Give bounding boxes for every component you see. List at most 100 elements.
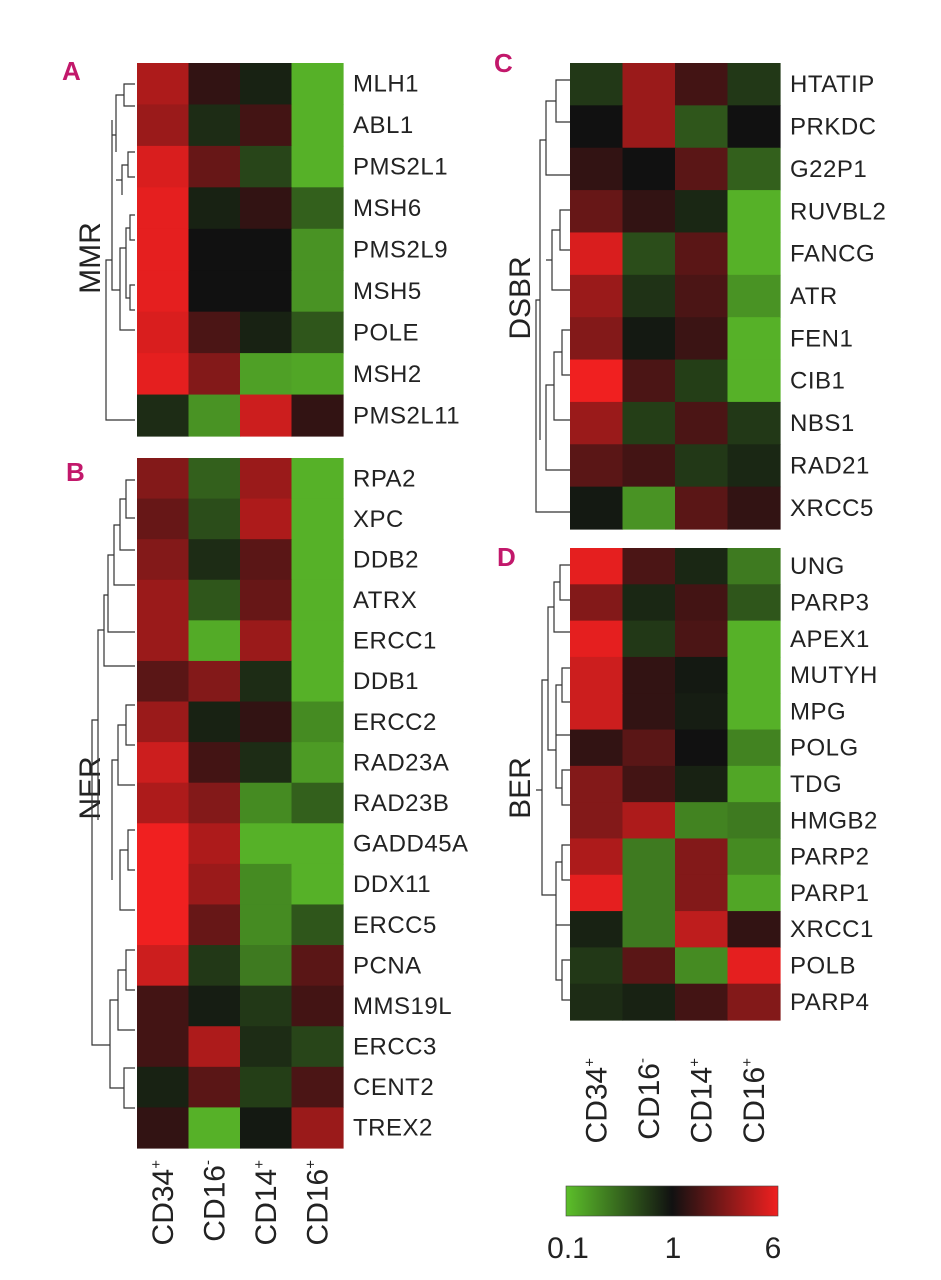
heatmap-cell-tdg-cd16- bbox=[727, 765, 781, 803]
heatmap-cell-xrcc5-cd14- bbox=[675, 486, 729, 530]
dendrogram-dsbr bbox=[535, 79, 570, 513]
heatmap-cell-ruvbl2-cd34- bbox=[570, 190, 624, 234]
gene-label-xpc: XPC bbox=[353, 506, 404, 533]
heatmap-cell-prkdc-cd16- bbox=[622, 105, 676, 149]
heatmap-cell-hmgb2-cd16- bbox=[727, 802, 781, 840]
heatmap-cell-parp3-cd34- bbox=[570, 584, 624, 622]
heatmap-cell-parp3-cd16- bbox=[622, 584, 676, 622]
heatmap-cell-trex2-cd16- bbox=[291, 1107, 344, 1149]
heatmap-cell-gadd45a-cd14- bbox=[240, 823, 293, 865]
heatmap-cell-msh6-cd16- bbox=[291, 187, 344, 230]
gene-label-parp3: PARP3 bbox=[790, 589, 869, 616]
heatmap-cell-gadd45a-cd34- bbox=[137, 823, 190, 865]
heatmap-cell-g22p1-cd14- bbox=[675, 147, 729, 191]
heatmap-cell-ercc2-cd14- bbox=[240, 701, 293, 743]
heatmap-cell-ercc2-cd34- bbox=[137, 701, 190, 743]
heatmap-cell-mms19l-cd16- bbox=[188, 985, 241, 1027]
heatmap-cell-ruvbl2-cd16- bbox=[622, 190, 676, 234]
heatmap-cell-ruvbl2-cd14- bbox=[675, 190, 729, 234]
heatmap-cell-msh2-cd14- bbox=[240, 353, 293, 396]
heatmap-cell-htatip-cd14- bbox=[675, 63, 729, 106]
heatmap-cell-atrx-cd34- bbox=[137, 579, 190, 621]
heatmap-cell-rpa2-cd14- bbox=[240, 458, 293, 500]
heatmap-cell-ung-cd34- bbox=[570, 548, 624, 585]
heatmap-cell-rad23b-cd34- bbox=[137, 782, 190, 824]
heatmap-cell-pms2l1-cd14- bbox=[240, 145, 293, 188]
heatmap-cell-g22p1-cd16- bbox=[727, 147, 781, 191]
heatmap-cell-ddx11-cd14- bbox=[240, 863, 293, 906]
gene-label-rpa2: RPA2 bbox=[353, 465, 416, 492]
gene-label-rad23a: RAD23A bbox=[353, 749, 449, 776]
heatmap-cell-cent2-cd16- bbox=[291, 1066, 344, 1109]
heatmap-cell-fancg-cd16- bbox=[622, 232, 676, 276]
heatmap-cell-pole-cd16- bbox=[291, 311, 344, 354]
heatmap-cell-tdg-cd34- bbox=[570, 765, 624, 803]
column-label-cd16-: CD16- bbox=[633, 1058, 666, 1140]
heatmap-cell-atr-cd16- bbox=[727, 274, 781, 318]
heatmap-cell-pms2l11-cd34- bbox=[137, 394, 190, 437]
heatmap-cell-prkdc-cd34- bbox=[570, 105, 624, 149]
gene-label-mutyh: MUTYH bbox=[790, 662, 878, 689]
heatmap-cell-nbs1-cd14- bbox=[675, 401, 729, 445]
heatmap-cell-parp2-cd16- bbox=[727, 838, 781, 876]
heatmap-cell-apex1-cd16- bbox=[622, 620, 676, 658]
heatmap-cell-mutyh-cd34- bbox=[570, 656, 624, 694]
heatmap-cell-pms2l9-cd16- bbox=[291, 228, 344, 271]
heatmap-cell-mlh1-cd16- bbox=[188, 63, 241, 106]
gene-label-cib1: CIB1 bbox=[790, 368, 845, 395]
heatmap-cell-rpa2-cd16- bbox=[291, 458, 344, 500]
heatmap-cell-nbs1-cd16- bbox=[727, 401, 781, 445]
heatmap-cell-ddx11-cd34- bbox=[137, 863, 190, 906]
heatmap-cell-nbs1-cd16- bbox=[622, 401, 676, 445]
heatmap-cell-parp4-cd34- bbox=[570, 983, 624, 1021]
heatmap-cell-mms19l-cd34- bbox=[137, 985, 190, 1027]
heatmap-cell-ddb1-cd16- bbox=[291, 660, 344, 703]
heatmap-cell-ercc5-cd16- bbox=[188, 904, 241, 946]
gene-label-parp2: PARP2 bbox=[790, 844, 869, 871]
heatmap-cell-pms2l9-cd34- bbox=[137, 228, 190, 271]
heatmap-cell-prkdc-cd14- bbox=[675, 105, 729, 149]
gene-label-ercc1: ERCC1 bbox=[353, 628, 437, 655]
gene-label-rad23b: RAD23B bbox=[353, 790, 449, 817]
heatmap-cell-ercc3-cd16- bbox=[188, 1026, 241, 1068]
heatmap-cell-msh6-cd16- bbox=[188, 187, 241, 230]
group-label-dsbr: DSBR bbox=[504, 256, 537, 339]
heatmap-cell-pole-cd34- bbox=[137, 311, 190, 354]
gene-label-g22p1: G22P1 bbox=[790, 156, 867, 183]
group-label-ner: NER bbox=[74, 756, 107, 819]
gene-label-polg: POLG bbox=[790, 735, 859, 762]
heatmap-cell-ddb2-cd14- bbox=[240, 539, 293, 581]
gene-label-abl1: ABL1 bbox=[353, 112, 414, 139]
heatmap-cell-fen1-cd34- bbox=[570, 317, 624, 361]
heatmap-cell-ddx11-cd16- bbox=[291, 863, 344, 906]
heatmap-cell-htatip-cd16- bbox=[622, 63, 676, 106]
heatmap-cell-htatip-cd34- bbox=[570, 63, 624, 106]
gene-label-tdg: TDG bbox=[790, 771, 842, 798]
gene-label-ercc3: ERCC3 bbox=[353, 1034, 437, 1061]
heatmap-cell-apex1-cd14- bbox=[675, 620, 729, 658]
heatmap-cell-xrcc1-cd16- bbox=[727, 911, 781, 948]
heatmap-cell-ercc2-cd16- bbox=[291, 701, 344, 743]
gene-label-rad21: RAD21 bbox=[790, 452, 870, 479]
heatmap-cell-pole-cd14- bbox=[240, 311, 293, 354]
dendrogram-ber bbox=[536, 564, 570, 1001]
gene-label-gadd45a: GADD45A bbox=[353, 831, 469, 858]
heatmap-cell-mpg-cd16- bbox=[727, 693, 781, 731]
heatmap-cell-mms19l-cd14- bbox=[240, 985, 293, 1027]
heatmap-cell-g22p1-cd16- bbox=[622, 147, 676, 191]
heatmap-cell-mlh1-cd16- bbox=[291, 63, 344, 106]
heatmap-cell-ung-cd16- bbox=[622, 548, 676, 585]
heatmap-cell-abl1-cd16- bbox=[188, 104, 241, 147]
heatmap-cell-atrx-cd14- bbox=[240, 579, 293, 621]
gene-label-ruvbl2: RUVBL2 bbox=[790, 198, 886, 225]
heatmap-cell-cib1-cd16- bbox=[727, 359, 781, 403]
heatmap-cell-xrcc1-cd16- bbox=[622, 911, 676, 948]
heatmap-cell-parp1-cd34- bbox=[570, 874, 624, 912]
heatmap-cell-xpc-cd34- bbox=[137, 498, 190, 540]
gene-label-xrcc5: XRCC5 bbox=[790, 495, 874, 522]
gene-label-pms2l1: PMS2L1 bbox=[353, 154, 448, 181]
column-label-cd16-: CD16+ bbox=[738, 1058, 771, 1144]
heatmap-cell-atrx-cd16- bbox=[188, 579, 241, 621]
heatmap-cell-pms2l11-cd16- bbox=[291, 394, 344, 437]
